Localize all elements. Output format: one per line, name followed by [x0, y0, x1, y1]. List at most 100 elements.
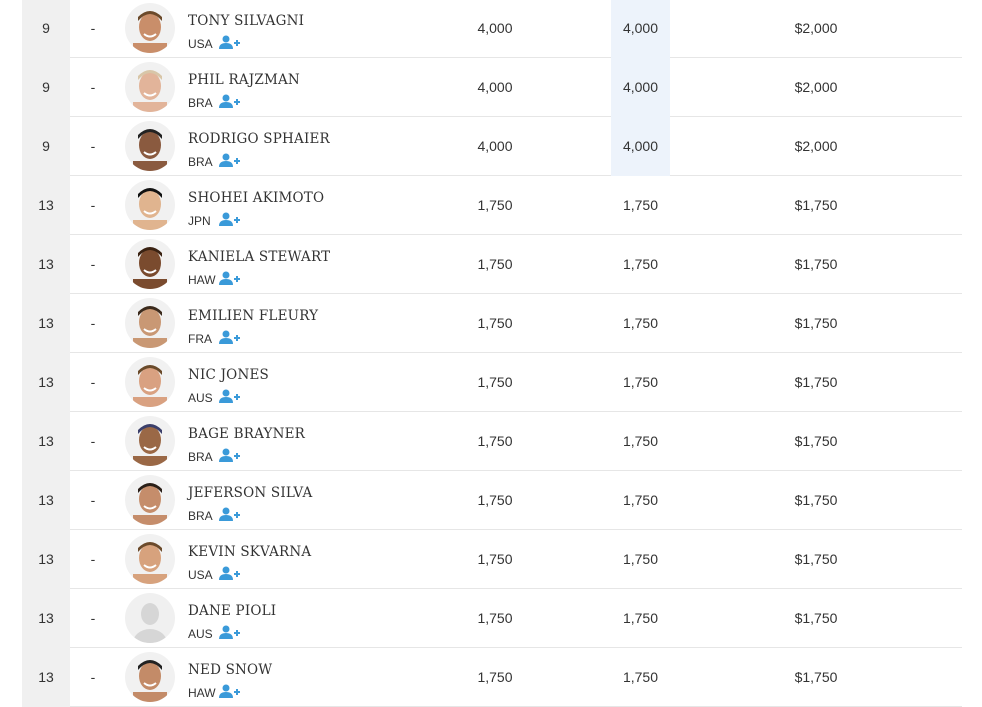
- rank: 13: [22, 353, 70, 412]
- athlete-name: NIC JONES: [188, 367, 269, 383]
- rank-change: -: [90, 374, 96, 390]
- points: 1,750: [477, 315, 513, 331]
- follow-icon[interactable]: [219, 389, 241, 403]
- country: BRA: [188, 155, 213, 169]
- points: 1,750: [477, 433, 513, 449]
- rank-change: -: [90, 433, 96, 449]
- athlete-name: KANIELA STEWART: [188, 249, 331, 265]
- athlete-name: TONY SILVAGNI: [188, 13, 305, 29]
- athlete-name: BAGE BRAYNER: [188, 426, 306, 442]
- rank: 13: [22, 530, 70, 589]
- ranking-row: 13 - KANIELA STEWART HAW 1,750 1,750 $1,750: [22, 235, 962, 294]
- counted-points: 1,750: [622, 492, 659, 508]
- country: JPN: [188, 214, 211, 228]
- country: BRA: [188, 450, 213, 464]
- avatar: [125, 593, 175, 643]
- prize-money: $1,750: [794, 610, 838, 626]
- rank: 13: [22, 294, 70, 353]
- prize-money: $1,750: [794, 551, 838, 567]
- counted-points: 1,750: [622, 315, 659, 331]
- athlete-name: JEFERSON SILVA: [188, 485, 313, 501]
- rank: 9: [22, 117, 70, 176]
- points: 1,750: [477, 197, 513, 213]
- country: BRA: [188, 96, 213, 110]
- points: 1,750: [477, 610, 513, 626]
- country: AUS: [188, 627, 213, 641]
- rank: 13: [22, 235, 70, 294]
- ranking-row: 13 - BAGE BRAYNER BRA 1,750 1,750 $1,750: [22, 412, 962, 471]
- follow-icon[interactable]: [219, 94, 241, 108]
- avatar: [125, 62, 175, 112]
- athlete-name: RODRIGO SPHAIER: [188, 131, 330, 147]
- ranking-row: 9 - RODRIGO SPHAIER BRA 4,000 4,000 $2,000: [22, 117, 962, 176]
- ranking-row: 13 - NED SNOW HAW 1,750 1,750 $1,750: [22, 648, 962, 707]
- prize-money: $2,000: [794, 79, 838, 95]
- athlete-name: PHIL RAJZMAN: [188, 72, 300, 88]
- counted-points: 1,750: [622, 433, 659, 449]
- prize-money: $1,750: [794, 256, 838, 272]
- avatar: [125, 416, 175, 466]
- follow-icon[interactable]: [219, 684, 241, 698]
- prize-money: $2,000: [794, 138, 838, 154]
- counted-points: 4,000: [611, 58, 670, 117]
- avatar: [125, 298, 175, 348]
- ranking-row: 13 - DANE PIOLI AUS 1,750 1,750 $1,750: [22, 589, 962, 648]
- avatar: [125, 3, 175, 53]
- avatar: [125, 475, 175, 525]
- rank-change: -: [90, 256, 96, 272]
- prize-money: $1,750: [794, 374, 838, 390]
- ranking-row: 13 - JEFERSON SILVA BRA 1,750 1,750 $1,750: [22, 471, 962, 530]
- follow-icon[interactable]: [219, 330, 241, 344]
- athlete-name: DANE PIOLI: [188, 603, 277, 619]
- points: 4,000: [477, 138, 513, 154]
- follow-icon[interactable]: [219, 566, 241, 580]
- athlete-name: KEVIN SKVARNA: [188, 544, 312, 560]
- country: USA: [188, 37, 213, 51]
- counted-points: 1,750: [622, 551, 659, 567]
- rank: 13: [22, 648, 70, 707]
- follow-icon[interactable]: [219, 448, 241, 462]
- counted-points: 1,750: [622, 374, 659, 390]
- follow-icon[interactable]: [219, 625, 241, 639]
- country: HAW: [188, 686, 216, 700]
- follow-icon[interactable]: [219, 212, 241, 226]
- country: HAW: [188, 273, 216, 287]
- rank-change: -: [90, 315, 96, 331]
- rank: 9: [22, 0, 70, 58]
- rank-change: -: [90, 197, 96, 213]
- points: 4,000: [477, 20, 513, 36]
- athlete-name: EMILIEN FLEURY: [188, 308, 319, 324]
- follow-icon[interactable]: [219, 153, 241, 167]
- counted-points: 4,000: [611, 0, 670, 58]
- country: AUS: [188, 391, 213, 405]
- rank-change: -: [90, 669, 96, 685]
- avatar: [125, 239, 175, 289]
- rank: 13: [22, 471, 70, 530]
- rank-change: -: [90, 138, 96, 154]
- points: 1,750: [477, 374, 513, 390]
- prize-money: $1,750: [794, 669, 838, 685]
- avatar: [125, 180, 175, 230]
- counted-points: 1,750: [622, 610, 659, 626]
- rank: 13: [22, 412, 70, 471]
- ranking-row: 13 - NIC JONES AUS 1,750 1,750 $1,750: [22, 353, 962, 412]
- ranking-row: 13 - EMILIEN FLEURY FRA 1,750 1,750 $1,750: [22, 294, 962, 353]
- rank: 13: [22, 176, 70, 235]
- rank-change: -: [90, 610, 96, 626]
- avatar: [125, 357, 175, 407]
- country: USA: [188, 568, 213, 582]
- ranking-row: 9 - TONY SILVAGNI USA 4,000 4,000 $2,000: [22, 0, 962, 58]
- rank: 13: [22, 589, 70, 648]
- follow-icon[interactable]: [219, 507, 241, 521]
- follow-icon[interactable]: [219, 271, 241, 285]
- avatar: [125, 121, 175, 171]
- points: 1,750: [477, 669, 513, 685]
- follow-icon[interactable]: [219, 35, 241, 49]
- prize-money: $1,750: [794, 433, 838, 449]
- prize-money: $1,750: [794, 492, 838, 508]
- points: 1,750: [477, 256, 513, 272]
- country: BRA: [188, 509, 213, 523]
- rankings-table: 9- TONY SILVAGNI USA 4,000 4,000 $2,000 9- PH…: [22, 0, 962, 707]
- avatar: [125, 652, 175, 702]
